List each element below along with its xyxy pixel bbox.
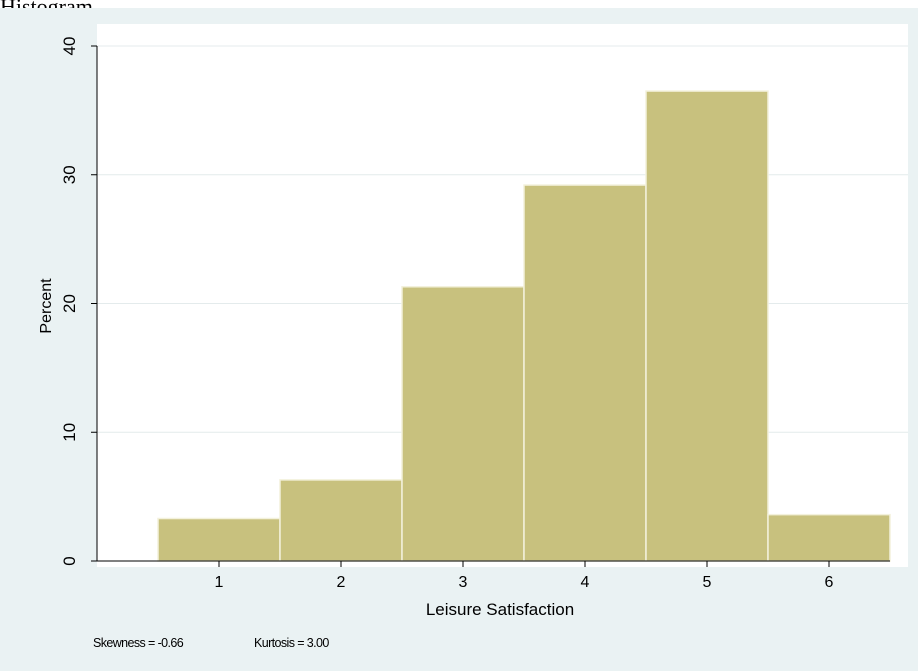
y-tick-label: 10 — [60, 423, 79, 442]
bars — [157, 90, 891, 562]
y-ticks: 0 10 20 30 40 — [60, 37, 97, 566]
bar — [401, 286, 525, 562]
bar — [645, 90, 769, 562]
y-tick-label: 20 — [60, 294, 79, 313]
bar — [767, 513, 891, 562]
histogram-chart: 0 10 20 30 40 1 2 3 4 5 6 Leisure Satisfaction Pe… — [38, 24, 908, 619]
bar — [279, 479, 403, 562]
x-tick-label: 2 — [337, 574, 346, 591]
bar — [523, 184, 647, 562]
x-tick-label: 6 — [825, 574, 834, 591]
x-tick-label: 1 — [215, 574, 224, 591]
y-tick-label: 40 — [60, 37, 79, 56]
y-axis-label: Percent — [38, 278, 55, 334]
chart-panel: 0 10 20 30 40 1 2 3 4 5 6 Leisure Satisfaction Pe… — [0, 8, 918, 671]
bar — [157, 517, 281, 562]
kurtosis-note: Kurtosis = 3.00 — [254, 636, 329, 650]
x-tick-label: 4 — [581, 574, 590, 591]
y-tick-label: 0 — [60, 556, 79, 565]
x-tick-label: 5 — [703, 574, 712, 591]
x-tick-label: 3 — [459, 574, 468, 591]
skewness-note: Skewness = -0.66 — [93, 636, 184, 650]
x-ticks: 1 2 3 4 5 6 — [215, 561, 834, 591]
x-axis-label: Leisure Satisfaction — [426, 600, 574, 619]
y-tick-label: 30 — [60, 165, 79, 184]
